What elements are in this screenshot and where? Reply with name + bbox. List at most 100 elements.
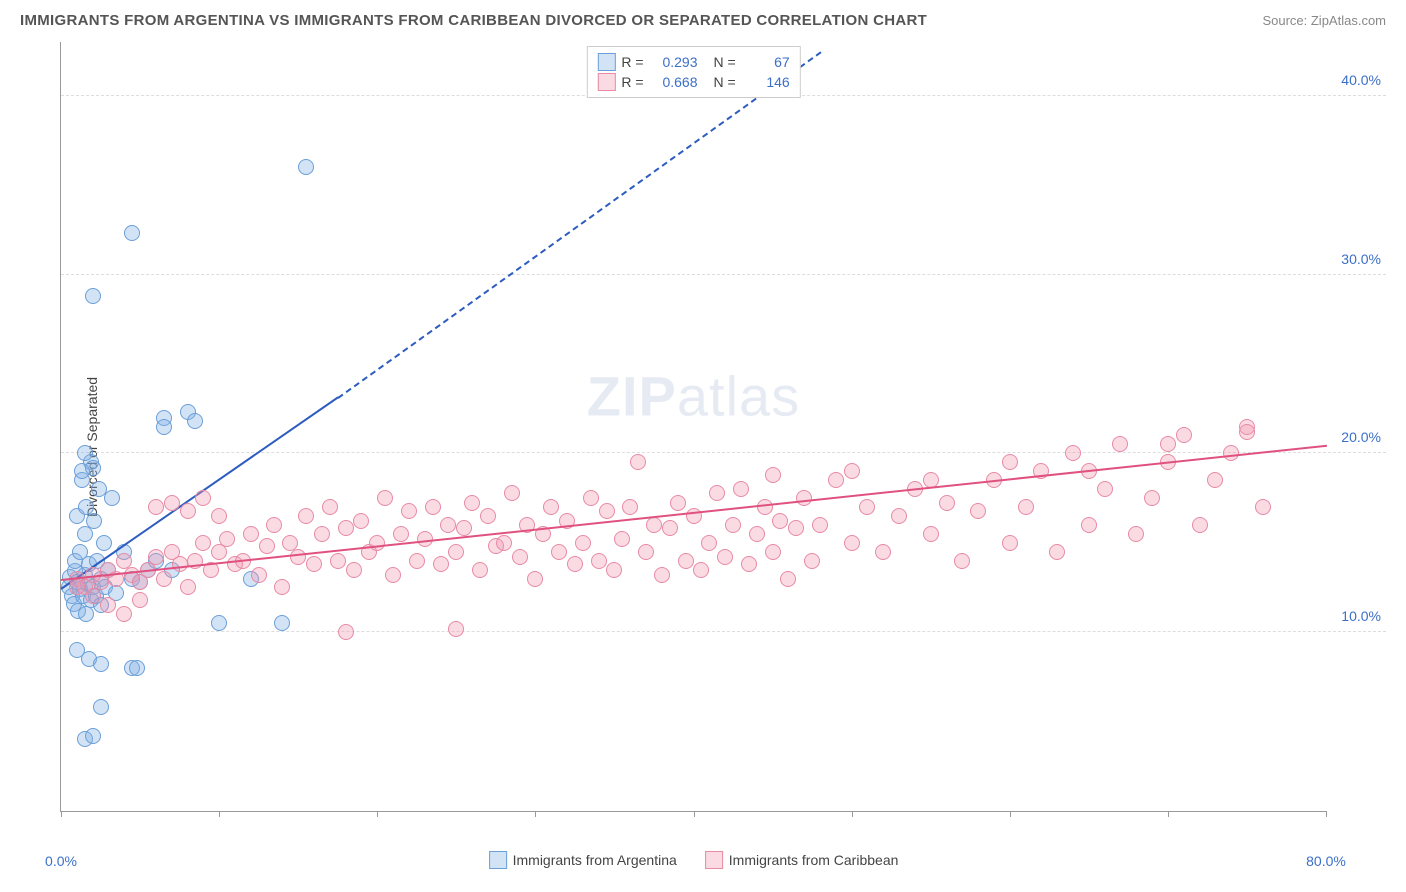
data-point-argentina	[93, 699, 109, 715]
data-point-caribbean	[527, 571, 543, 587]
data-point-caribbean	[575, 535, 591, 551]
data-point-caribbean	[970, 503, 986, 519]
x-tick	[61, 811, 62, 817]
data-point-caribbean	[425, 499, 441, 515]
data-point-caribbean	[788, 520, 804, 536]
data-point-caribbean	[251, 567, 267, 583]
chart-source: Source: ZipAtlas.com	[1262, 13, 1386, 28]
data-point-caribbean	[353, 513, 369, 529]
data-point-caribbean	[844, 463, 860, 479]
legend-r-value: 0.668	[650, 74, 698, 90]
data-point-argentina	[187, 413, 203, 429]
data-point-caribbean	[100, 597, 116, 613]
data-point-caribbean	[409, 553, 425, 569]
data-point-caribbean	[923, 526, 939, 542]
x-tick-label: 80.0%	[1306, 853, 1346, 869]
legend-n-value: 67	[742, 54, 790, 70]
data-point-caribbean	[243, 526, 259, 542]
data-point-caribbean	[606, 562, 622, 578]
legend-row-caribbean: R = 0.668 N = 146	[597, 72, 789, 92]
data-point-caribbean	[543, 499, 559, 515]
data-point-argentina	[156, 419, 172, 435]
data-point-caribbean	[1160, 436, 1176, 452]
data-point-caribbean	[772, 513, 788, 529]
y-tick-label: 10.0%	[1341, 608, 1381, 624]
data-point-caribbean	[306, 556, 322, 572]
data-point-argentina	[129, 660, 145, 676]
data-point-caribbean	[180, 579, 196, 595]
data-point-caribbean	[164, 495, 180, 511]
data-point-caribbean	[693, 562, 709, 578]
gridline	[61, 631, 1386, 632]
data-point-argentina	[78, 606, 94, 622]
bottom-legend-label: Immigrants from Caribbean	[729, 852, 899, 868]
data-point-caribbean	[1065, 445, 1081, 461]
data-point-caribbean	[662, 520, 678, 536]
data-point-caribbean	[654, 567, 670, 583]
chart-header: IMMIGRANTS FROM ARGENTINA VS IMMIGRANTS …	[0, 0, 1406, 37]
data-point-caribbean	[804, 553, 820, 569]
y-tick-label: 20.0%	[1341, 429, 1381, 445]
data-point-caribbean	[749, 526, 765, 542]
data-point-caribbean	[401, 503, 417, 519]
gridline	[61, 274, 1386, 275]
data-point-caribbean	[1049, 544, 1065, 560]
data-point-caribbean	[195, 490, 211, 506]
data-point-caribbean	[591, 553, 607, 569]
data-point-caribbean	[448, 544, 464, 560]
data-point-caribbean	[614, 531, 630, 547]
plot-region: ZIPatlas R =0.293N =67R =0.668N =146 Imm…	[60, 42, 1326, 812]
data-point-caribbean	[219, 531, 235, 547]
data-point-caribbean	[780, 571, 796, 587]
data-point-caribbean	[638, 544, 654, 560]
data-point-argentina	[298, 159, 314, 175]
data-point-caribbean	[85, 588, 101, 604]
data-point-argentina	[211, 615, 227, 631]
data-point-argentina	[85, 288, 101, 304]
data-point-caribbean	[172, 556, 188, 572]
data-point-caribbean	[385, 567, 401, 583]
data-point-argentina	[274, 615, 290, 631]
x-tick	[694, 811, 695, 817]
legend-r-label: R =	[621, 54, 643, 70]
data-point-caribbean	[828, 472, 844, 488]
data-point-argentina	[85, 460, 101, 476]
chart-title: IMMIGRANTS FROM ARGENTINA VS IMMIGRANTS …	[20, 12, 927, 29]
x-tick	[1010, 811, 1011, 817]
data-point-caribbean	[338, 624, 354, 640]
data-point-caribbean	[567, 556, 583, 572]
data-point-caribbean	[456, 520, 472, 536]
trend-line	[337, 51, 821, 398]
data-point-caribbean	[69, 579, 85, 595]
data-point-caribbean	[939, 495, 955, 511]
legend-swatch	[705, 851, 723, 869]
data-point-caribbean	[1002, 454, 1018, 470]
data-point-caribbean	[765, 467, 781, 483]
data-point-caribbean	[1255, 499, 1271, 515]
x-tick	[1168, 811, 1169, 817]
data-point-caribbean	[274, 579, 290, 595]
data-point-caribbean	[132, 592, 148, 608]
legend-row-argentina: R =0.293N =67	[597, 52, 789, 72]
data-point-caribbean	[148, 499, 164, 515]
data-point-caribbean	[1239, 424, 1255, 440]
data-point-caribbean	[551, 544, 567, 560]
series-legend: Immigrants from Argentina Immigrants from…	[489, 851, 899, 869]
data-point-caribbean	[180, 503, 196, 519]
data-point-caribbean	[599, 503, 615, 519]
data-point-caribbean	[195, 535, 211, 551]
chart-area: Divorced or Separated ZIPatlas R =0.293N…	[40, 42, 1386, 852]
legend-n-value: 146	[742, 74, 790, 90]
bottom-legend-label: Immigrants from Argentina	[513, 852, 677, 868]
legend-r-label: R =	[621, 74, 643, 90]
data-point-caribbean	[859, 499, 875, 515]
data-point-caribbean	[322, 499, 338, 515]
data-point-caribbean	[1192, 517, 1208, 533]
data-point-caribbean	[741, 556, 757, 572]
data-point-caribbean	[1097, 481, 1113, 497]
x-tick	[377, 811, 378, 817]
legend-n-label: N =	[714, 74, 736, 90]
data-point-caribbean	[369, 535, 385, 551]
data-point-caribbean	[1176, 427, 1192, 443]
data-point-caribbean	[1128, 526, 1144, 542]
